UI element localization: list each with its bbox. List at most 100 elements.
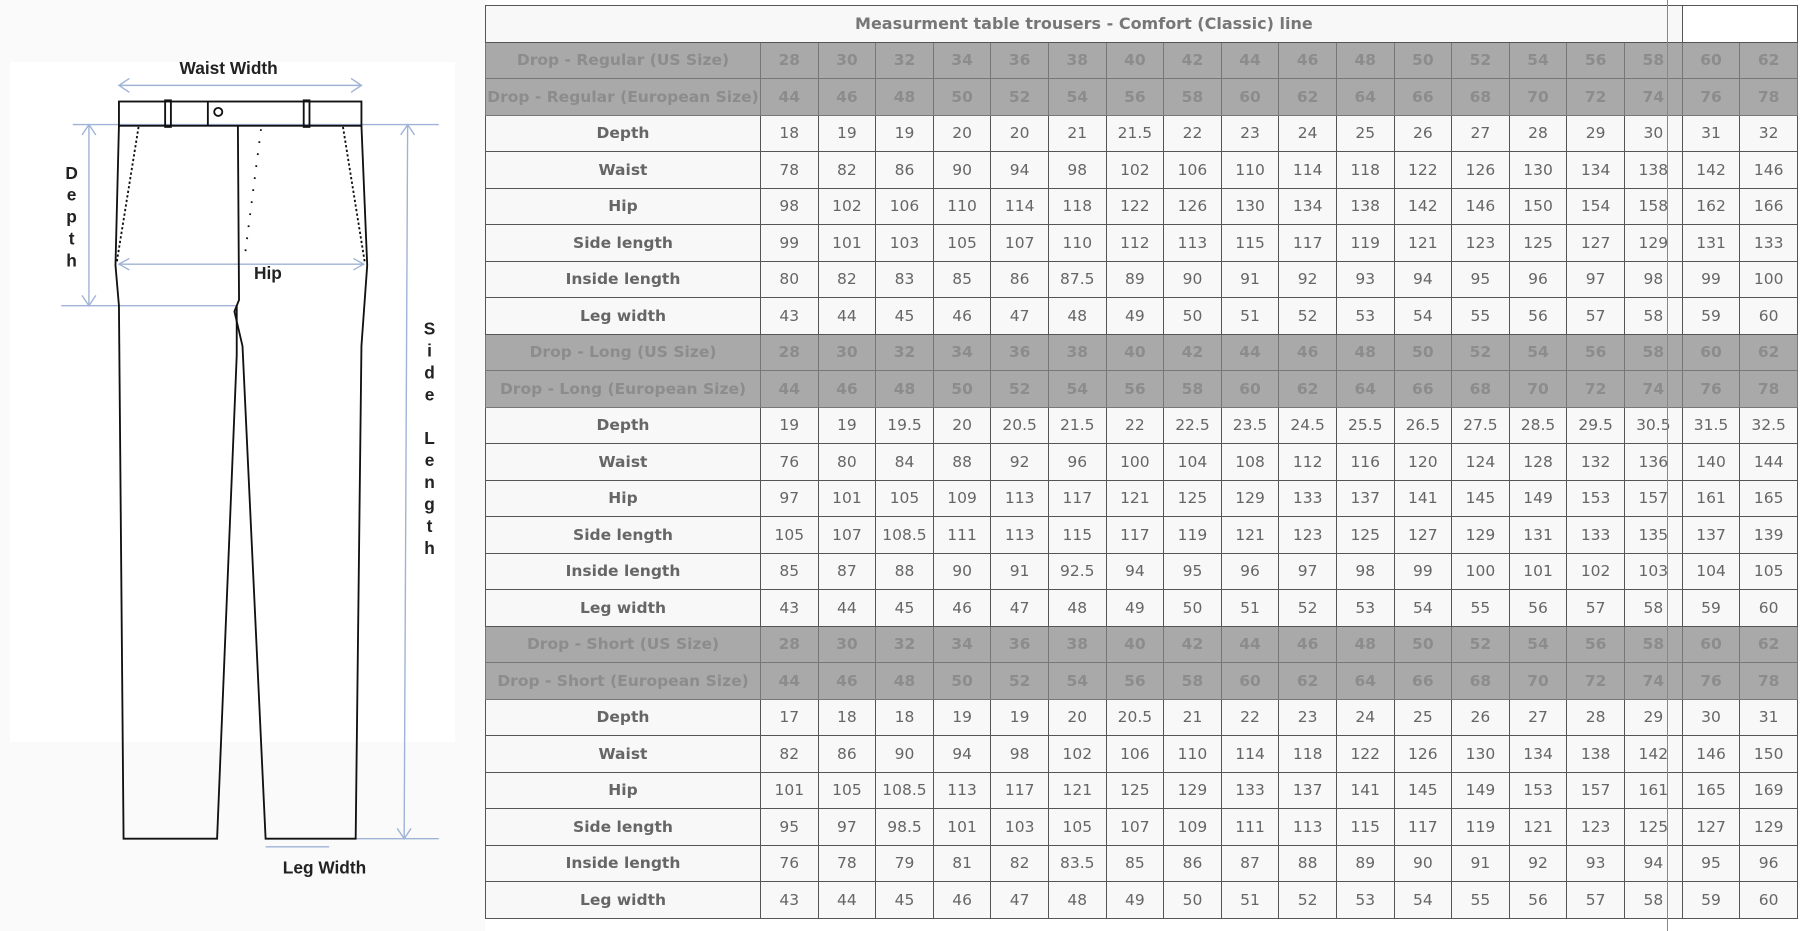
- value-cell: 103: [990, 808, 1049, 846]
- value-cell: 87: [1220, 844, 1280, 882]
- value-cell: 117: [1105, 516, 1165, 554]
- value-cell: 48: [1047, 589, 1107, 627]
- size-cell: 46: [817, 370, 877, 408]
- value-cell: 88: [1278, 844, 1337, 882]
- size-cell: 64: [1335, 662, 1395, 700]
- value-cell: 105: [817, 771, 877, 809]
- measurement-row: Hip 97 101 105 109 113 117 121 125 129 133 137 141 14…: [485, 479, 1798, 517]
- value-cell: 146: [1681, 735, 1741, 773]
- value-cell: 130: [1508, 151, 1568, 189]
- size-cell: 38: [1047, 625, 1107, 663]
- value-cell: 119: [1335, 224, 1395, 262]
- value-cell: 76: [760, 443, 819, 481]
- value-cell: 114: [1278, 151, 1337, 189]
- value-cell: 106: [875, 187, 934, 225]
- label-letter: t: [427, 516, 433, 536]
- value-cell: 122: [1393, 151, 1453, 189]
- value-cell: 129: [1739, 808, 1798, 846]
- value-cell: 23: [1220, 114, 1280, 152]
- value-cell: 43: [760, 589, 819, 627]
- size-cell: 56: [1566, 625, 1625, 663]
- value-cell: 18: [817, 698, 877, 736]
- size-cell: 74: [1623, 662, 1683, 700]
- value-cell: 113: [990, 516, 1049, 554]
- size-cell: 64: [1335, 370, 1395, 408]
- label-letter: e: [67, 185, 77, 205]
- measurement-row: Inside length 85 87 88 90 91 92.5 94 95 96 97 98 99 1…: [485, 552, 1798, 590]
- value-cell: 169: [1739, 771, 1798, 809]
- value-cell: 121: [1105, 479, 1165, 517]
- size-cell: 62: [1278, 662, 1337, 700]
- value-cell: 84: [875, 443, 934, 481]
- value-cell: 29: [1623, 698, 1683, 736]
- value-cell: 134: [1278, 187, 1337, 225]
- measurement-row: Waist 78 82 86 90 94 98 102 106 110 114 118 122 126 13…: [485, 151, 1798, 189]
- value-cell: 23: [1278, 698, 1337, 736]
- value-cell: 93: [1566, 844, 1625, 882]
- measurement-row: Side length 99 101 103 105 107 110 112 113 115 117…: [485, 224, 1798, 262]
- label-letter: S: [424, 319, 436, 339]
- size-header-row: Drop - Regular (US Size) 28 30 32 34 36 38 40 42…: [485, 41, 1798, 79]
- value-cell: 149: [1451, 771, 1510, 809]
- size-cell: 60: [1220, 78, 1280, 116]
- value-cell: 118: [1047, 187, 1107, 225]
- value-cell: 91: [1451, 844, 1510, 882]
- value-cell: 120: [1393, 443, 1453, 481]
- value-cell: 90: [932, 151, 992, 189]
- size-cell: 78: [1739, 662, 1798, 700]
- measurement-row: Waist 82 86 90 94 98 102 106 110 114 118 122 126 130 1…: [485, 735, 1798, 773]
- value-cell: 146: [1739, 151, 1798, 189]
- value-cell: 117: [1278, 224, 1337, 262]
- size-cell: 68: [1451, 370, 1510, 408]
- size-cell: 48: [875, 370, 934, 408]
- size-cell: 30: [817, 41, 877, 79]
- size-cell: 56: [1105, 78, 1165, 116]
- value-cell: 166: [1739, 187, 1798, 225]
- label-letter: p: [66, 207, 77, 227]
- size-cell: 56: [1566, 41, 1625, 79]
- value-cell: 123: [1566, 808, 1625, 846]
- value-cell: 113: [1163, 224, 1222, 262]
- size-cell: 44: [1220, 625, 1280, 663]
- value-cell: 98.5: [875, 808, 934, 846]
- row-label: Drop - Regular (US Size): [485, 41, 761, 79]
- size-header-row: Drop - Regular (European Size) 44 46 48 50 52…: [485, 78, 1798, 116]
- measurement-row: Depth 17 18 18 19 19 20 20.5 21 22 23 24 25 26 27 28 29 3…: [485, 698, 1798, 736]
- value-cell: 113: [932, 771, 992, 809]
- value-cell: 117: [1393, 808, 1453, 846]
- value-cell: 96: [1739, 844, 1798, 882]
- size-cell: 66: [1393, 662, 1453, 700]
- value-cell: 125: [1335, 516, 1395, 554]
- value-cell: 55: [1451, 589, 1510, 627]
- value-cell: 25: [1335, 114, 1395, 152]
- size-cell: 56: [1566, 333, 1625, 371]
- size-cell: 60: [1681, 333, 1741, 371]
- value-cell: 17: [760, 698, 819, 736]
- diagram-panel: [10, 62, 455, 742]
- value-cell: 121: [1508, 808, 1568, 846]
- value-cell: 121: [1393, 224, 1453, 262]
- value-cell: 78: [817, 844, 877, 882]
- size-cell: 46: [1278, 41, 1337, 79]
- value-cell: 20: [990, 114, 1049, 152]
- size-cell: 58: [1623, 333, 1683, 371]
- value-cell: 18: [760, 114, 819, 152]
- value-cell: 19: [817, 114, 877, 152]
- value-cell: 105: [760, 516, 819, 554]
- value-cell: 44: [817, 589, 877, 627]
- value-cell: 129: [1451, 516, 1510, 554]
- size-cell: 54: [1047, 662, 1107, 700]
- value-cell: 51: [1220, 297, 1280, 335]
- value-cell: 57: [1566, 589, 1625, 627]
- value-cell: 26: [1393, 114, 1453, 152]
- value-cell: 127: [1566, 224, 1625, 262]
- measurement-row: Leg width 43 44 45 46 47 48 49 50 51 52 53 54 55 56 57 5…: [485, 297, 1798, 335]
- value-cell: 141: [1393, 479, 1453, 517]
- value-cell: 158: [1623, 187, 1683, 225]
- row-label: Leg width: [485, 881, 761, 919]
- value-cell: 130: [1451, 735, 1510, 773]
- size-cell: 50: [1393, 41, 1453, 79]
- size-cell: 40: [1105, 625, 1165, 663]
- label-letter: h: [66, 251, 77, 271]
- value-cell: 50: [1163, 881, 1222, 919]
